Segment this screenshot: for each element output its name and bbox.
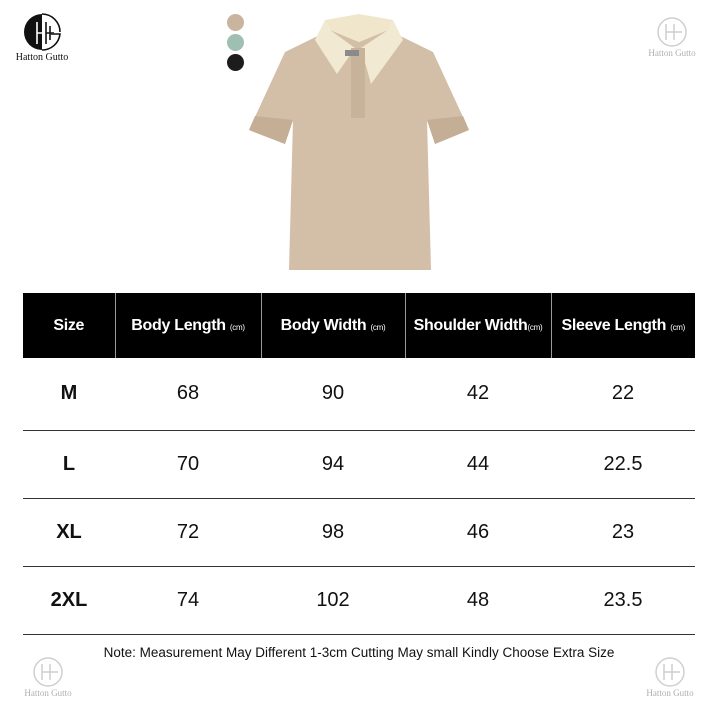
table-row: M 68 90 42 22 bbox=[23, 358, 695, 431]
measurement-cell: 42 bbox=[405, 358, 551, 431]
measurement-cell: 72 bbox=[115, 498, 261, 567]
header-unit: (cm) bbox=[670, 322, 686, 332]
watermark-text: Hatton Gutto bbox=[646, 688, 694, 698]
header-unit: (cm) bbox=[527, 322, 543, 332]
measurement-cell: 70 bbox=[115, 430, 261, 499]
measurement-cell: 94 bbox=[261, 430, 405, 499]
size-cell: XL bbox=[23, 498, 115, 567]
size-cell: 2XL bbox=[23, 566, 115, 635]
header-label: Shoulder Width bbox=[413, 316, 528, 334]
measurement-cell: 68 bbox=[115, 358, 261, 431]
brand-name: Hatton Gutto bbox=[15, 52, 69, 63]
watermark-text: Hatton Gutto bbox=[24, 688, 72, 698]
header-label: Size bbox=[53, 316, 85, 334]
header-unit: (cm) bbox=[370, 322, 386, 332]
brand-logo: Hatton Gutto bbox=[2, 12, 82, 63]
table-row: 2XL 74 102 48 23.5 bbox=[23, 566, 695, 635]
header-label: Body Length bbox=[131, 316, 226, 334]
measurement-cell: 98 bbox=[261, 498, 405, 567]
measurement-cell: 102 bbox=[261, 566, 405, 635]
watermark-text: Hatton Gutto bbox=[648, 48, 696, 58]
header-body-length: Body Length (cm) bbox=[114, 293, 261, 358]
measurement-cell: 74 bbox=[115, 566, 261, 635]
polo-shirt-image bbox=[249, 14, 469, 270]
measurement-cell: 46 bbox=[405, 498, 551, 567]
size-cell: L bbox=[23, 430, 115, 499]
watermark-logo: Hatton Gutto bbox=[632, 16, 712, 58]
header-label: Body Width bbox=[280, 316, 367, 334]
measurement-cell: 23 bbox=[551, 498, 695, 567]
measurement-cell: 48 bbox=[405, 566, 551, 635]
color-swatch-black[interactable] bbox=[227, 54, 244, 71]
header-body-width: Body Width (cm) bbox=[260, 293, 405, 358]
measurement-cell: 90 bbox=[261, 358, 405, 431]
header-shoulder-width: Shoulder Width(cm) bbox=[404, 293, 551, 358]
watermark-logo: Hatton Gutto bbox=[630, 656, 710, 698]
measurement-cell: 22 bbox=[551, 358, 695, 431]
header-size: Size bbox=[23, 293, 115, 358]
watermark-logo: Hatton Gutto bbox=[8, 656, 88, 698]
table-header-row: Size Body Length (cm) Body Width (cm) Sh… bbox=[23, 293, 695, 358]
header-label: Sleeve Length bbox=[561, 316, 667, 334]
measurement-cell: 22.5 bbox=[551, 430, 695, 499]
size-cell: M bbox=[23, 358, 115, 431]
color-swatch-sage[interactable] bbox=[227, 34, 244, 51]
measurement-cell: 23.5 bbox=[551, 566, 695, 635]
size-chart-table: Size Body Length (cm) Body Width (cm) Sh… bbox=[23, 293, 695, 635]
table-row: L 70 94 44 22.5 bbox=[23, 430, 695, 499]
measurement-cell: 44 bbox=[405, 430, 551, 499]
header-sleeve-length: Sleeve Length (cm) bbox=[550, 293, 695, 358]
table-row: XL 72 98 46 23 bbox=[23, 498, 695, 567]
color-swatch-khaki[interactable] bbox=[227, 14, 244, 31]
measurement-note: Note: Measurement May Different 1-3cm Cu… bbox=[103, 645, 615, 660]
header-unit: (cm) bbox=[229, 322, 245, 332]
